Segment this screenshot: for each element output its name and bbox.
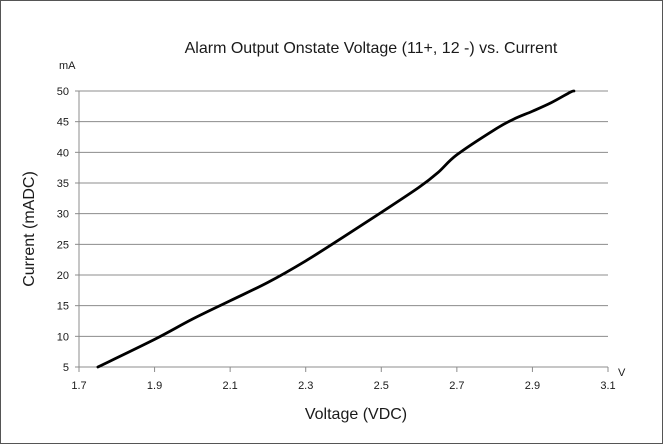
x-tick-label: 2.7 <box>449 380 464 392</box>
x-tick-label: 1.7 <box>71 380 86 392</box>
series-layer <box>96 89 576 369</box>
x-tick-label: 2.3 <box>298 380 313 392</box>
y-tick-label: 50 <box>57 86 69 98</box>
series-line-0 <box>96 89 576 369</box>
y-unit-label: mA <box>59 60 76 72</box>
y-tick-label: 25 <box>57 239 69 251</box>
x-tick-label: 2.9 <box>525 380 540 392</box>
y-tick-label: 40 <box>57 147 69 159</box>
y-tick-label: 45 <box>57 117 69 129</box>
axis-layer <box>75 90 609 372</box>
y-tick-label: 30 <box>57 209 69 221</box>
x-axis-title: Voltage (VDC) <box>305 406 407 423</box>
y-tick-label: 15 <box>57 301 69 313</box>
tick-label-layer: 5 10 15 20 25 30 35 40 45 50 1.7 1.9 2.1 2.3 2.5 2.7 2.9… <box>57 86 616 392</box>
x-tick-label: 3.1 <box>600 380 615 392</box>
y-tick-label: 35 <box>57 178 69 190</box>
x-tick-label: 2.1 <box>222 380 237 392</box>
y-tick-label: 20 <box>57 270 69 282</box>
chart-title: Alarm Output Onstate Voltage (11+, 12 -)… <box>185 40 558 57</box>
grid-layer <box>79 90 608 337</box>
y-axis-title: Current (mADC) <box>21 171 38 287</box>
x-unit-label: V <box>618 367 626 379</box>
x-tick-label: 1.9 <box>147 380 162 392</box>
y-tick-label: 5 <box>63 362 69 374</box>
y-tick-label: 10 <box>57 331 69 343</box>
x-tick-label: 2.5 <box>374 380 389 392</box>
